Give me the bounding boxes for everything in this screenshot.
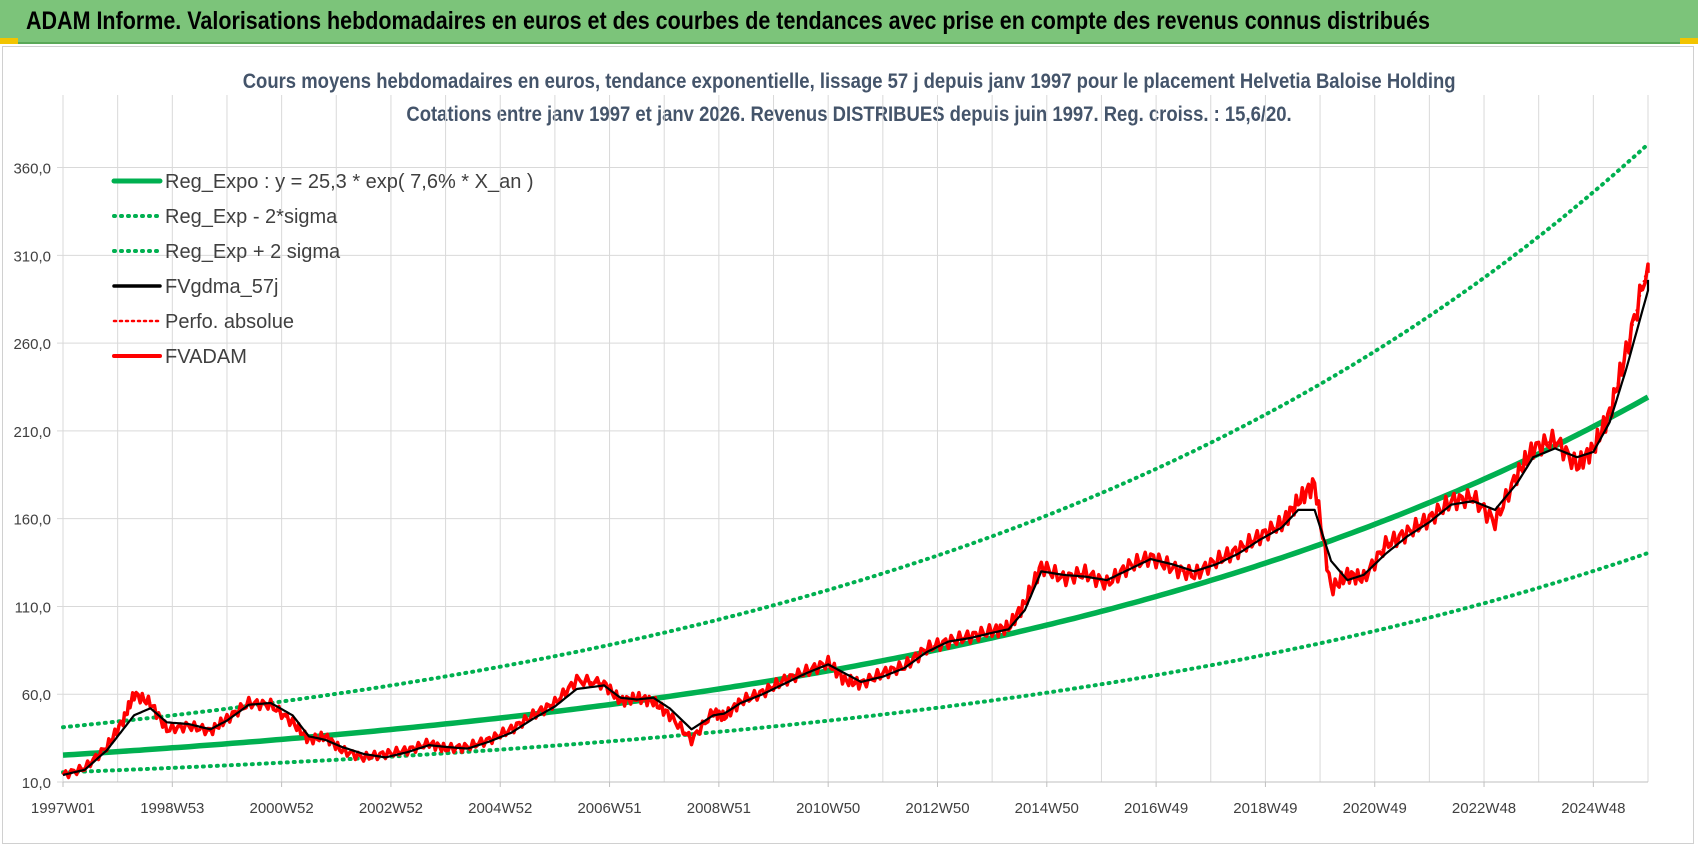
legend-label: Reg_Expo : y = 25,3 * exp( 7,6% * X_an ) xyxy=(165,171,534,193)
x-tick-label: 2018W49 xyxy=(1233,800,1297,817)
x-tick-label: 2022W48 xyxy=(1452,800,1516,817)
x-tick-label: 2004W52 xyxy=(468,800,532,817)
x-tick-label: 2020W49 xyxy=(1343,800,1407,817)
x-tick-label: 2000W52 xyxy=(250,800,314,817)
x-tick-label: 2010W50 xyxy=(796,800,860,817)
x-tick-label: 2016W49 xyxy=(1124,800,1188,817)
corner-marker-right xyxy=(1680,38,1698,44)
x-tick-label: 1998W53 xyxy=(140,800,204,817)
legend-label: Reg_Exp + 2 sigma xyxy=(165,241,341,263)
legend-label: Reg_Exp - 2*sigma xyxy=(165,206,338,228)
chart-title: Cours moyens hebdomadaires en euros, ten… xyxy=(0,70,1698,94)
series-reg-exp-plus-2sigma xyxy=(61,142,1650,730)
y-tick-label: 110,0 xyxy=(15,599,51,616)
x-tick-label: 2012W50 xyxy=(905,800,969,817)
legend-label: FVgdma_57j xyxy=(165,276,278,298)
x-tick-label: 1997W01 xyxy=(31,800,95,817)
x-tick-label: 2014W50 xyxy=(1015,800,1079,817)
y-tick-label: 210,0 xyxy=(13,424,51,441)
series-fvadam xyxy=(61,262,1650,780)
chart-title-text: Cours moyens hebdomadaires en euros, ten… xyxy=(242,70,1456,93)
x-tick-label: 2024W48 xyxy=(1561,800,1625,817)
x-tick-label: 2008W51 xyxy=(687,800,751,817)
series-fvgdma-57j xyxy=(62,279,1650,777)
y-tick-label: 10,0 xyxy=(22,775,51,792)
header-banner: ADAM Informe. Valorisations hebdomadaire… xyxy=(0,0,1698,44)
x-tick-label: 2006W51 xyxy=(577,800,641,817)
series-reg-exp-minus-2sigma xyxy=(61,551,1650,775)
y-tick-label: 260,0 xyxy=(13,336,51,353)
legend-label: FVADAM xyxy=(165,346,247,368)
chart-area xyxy=(2,46,1694,844)
y-tick-label: 360,0 xyxy=(13,161,51,178)
chart-subtitle-text: Cotations entre janv 1997 et janv 2026. … xyxy=(406,103,1292,126)
y-tick-label: 60,0 xyxy=(22,687,51,704)
series-reg-expo xyxy=(62,394,1650,758)
legend-label: Perfo. absolue xyxy=(165,311,294,333)
corner-marker-left xyxy=(0,38,18,44)
y-tick-label: 160,0 xyxy=(13,512,51,529)
x-tick-label: 2002W52 xyxy=(359,800,423,817)
chart-subtitle: Cotations entre janv 1997 et janv 2026. … xyxy=(0,103,1698,127)
y-tick-label: 310,0 xyxy=(13,248,51,265)
report-title: ADAM Informe. Valorisations hebdomadaire… xyxy=(26,7,1430,35)
